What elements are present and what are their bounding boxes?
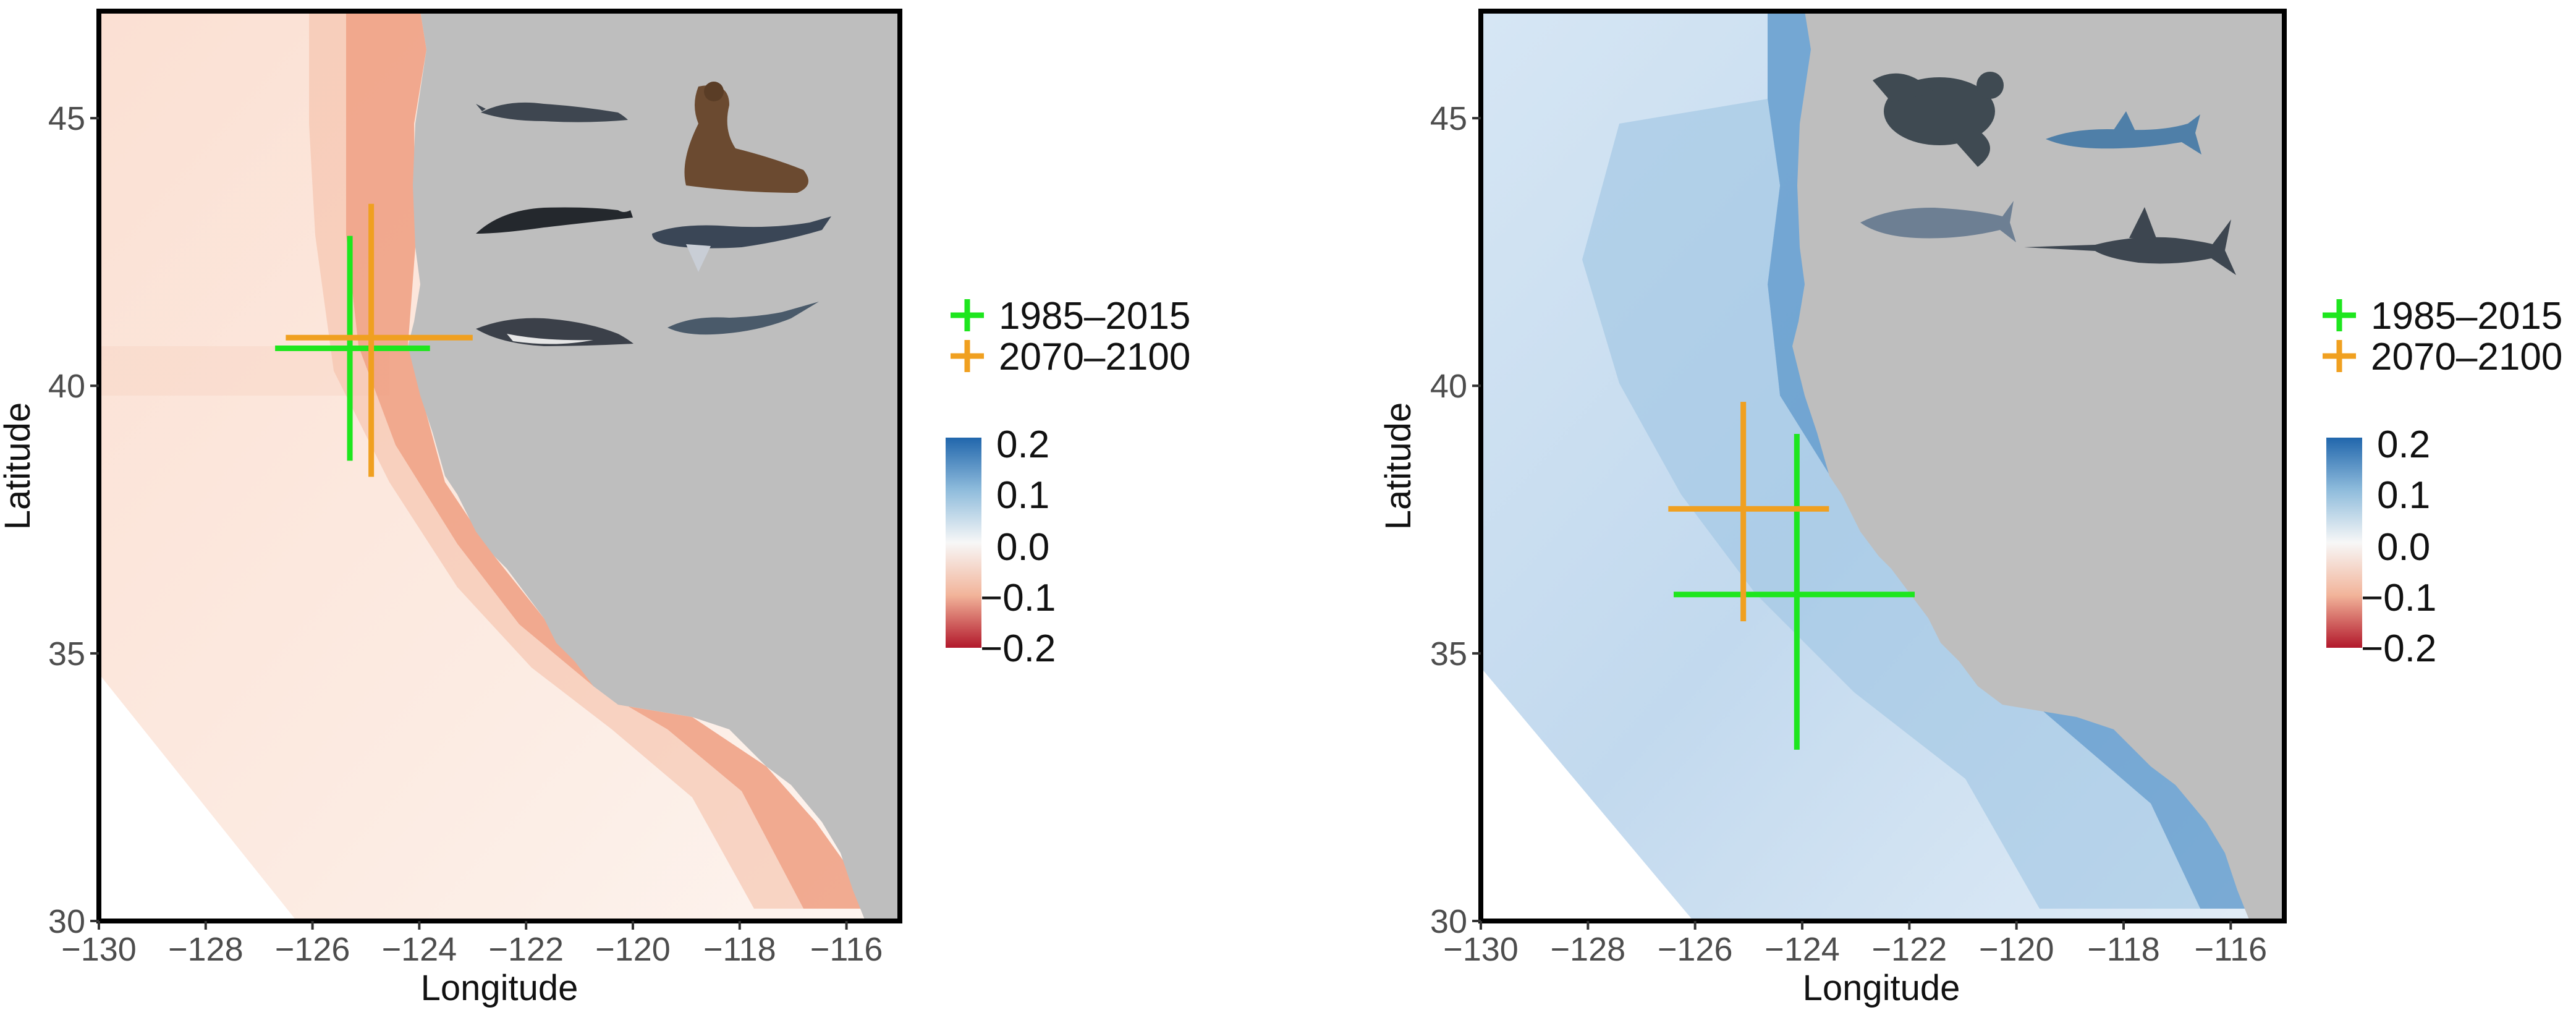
fin-whale-icon: [476, 102, 628, 122]
dolphin-icon: [1860, 201, 2016, 242]
legend-label: 1985–2015: [999, 295, 1190, 337]
x-tick-label: −124: [382, 931, 457, 968]
x-tick-label: −118: [2087, 931, 2160, 968]
colorbar-label: 0.1: [2377, 474, 2430, 517]
colorbar-label: 0.0: [2377, 526, 2430, 569]
y-tick-labels: 30 35 40 45: [1430, 100, 1481, 940]
x-tick-label: −124: [1765, 931, 1840, 968]
silhouette-group: [476, 82, 831, 346]
x-axis-title: Longitude: [421, 968, 578, 1008]
legend-left: 1985–2015 2070–2100: [951, 295, 1190, 378]
y-tick-label: 35: [48, 635, 85, 673]
legend-label: 2070–2100: [2371, 336, 2562, 378]
legend-item-2070-2100: 2070–2100: [951, 336, 1190, 378]
legend-label: 1985–2015: [2371, 295, 2562, 337]
axes-left: Longitude Latitude −130 −128 −126 −124 −122−…: [0, 100, 883, 1008]
x-tick-label: −126: [1658, 931, 1733, 968]
y-tick-labels: 30 35 40 45: [48, 100, 99, 940]
axes-right: Longitude Latitude −130 −128 −126 −124 −122−…: [1378, 100, 2267, 1008]
colorbar-label: 0.0: [996, 526, 1049, 569]
blue-shark-icon: [2046, 111, 2201, 155]
map-panel-right: [1478, 9, 2287, 923]
y-tick-label: 40: [1430, 368, 1467, 405]
map-panel-left: [96, 9, 902, 923]
colorbar-ramp: [2326, 438, 2362, 648]
dolphin-icon: [476, 318, 633, 346]
legend-item-1985-2015: 1985–2015: [2323, 295, 2562, 337]
crosshair-layer: [275, 203, 473, 477]
colorbar-label: −0.1: [980, 577, 1056, 619]
x-tick-label: −122: [488, 931, 564, 968]
x-axis-title: Longitude: [1803, 968, 1960, 1008]
swordfish-icon: [2024, 207, 2236, 275]
humpback-whale-icon: [652, 216, 831, 272]
legend-label: 2070–2100: [999, 336, 1190, 378]
x-tick-label: −130: [1443, 931, 1519, 968]
y-tick-label: 45: [1430, 100, 1467, 137]
x-tick-labels: −130 −128 −126 −124 −122 −120 −118 −116: [61, 921, 883, 968]
x-tick-labels: −130 −128 −126 −124 −122 −120 −118 −116: [1443, 921, 2267, 968]
crosshair-1985-2015: [275, 236, 430, 461]
y-tick-label: 30: [1430, 903, 1467, 940]
colorbar-ramp: [946, 438, 981, 648]
colorbar-label: −0.2: [2361, 627, 2436, 670]
x-tick-label: −116: [810, 931, 883, 968]
colorbar-left: 0.2 0.1 0.0 −0.1 −0.2: [946, 423, 1056, 670]
y-axis-title: Latitude: [0, 402, 38, 530]
x-tick-label: −126: [275, 931, 350, 968]
colorbar-right: 0.2 0.1 0.0 −0.1 −0.2: [2326, 423, 2436, 670]
leatherback-turtle-icon: [1873, 72, 2004, 167]
map-frame: [1478, 9, 2287, 923]
crosshair-layer: [1668, 402, 1915, 750]
x-tick-label: −128: [1551, 931, 1626, 968]
y-tick-label: 30: [48, 903, 85, 940]
colorbar-label: 0.2: [2377, 423, 2430, 466]
x-tick-label: −120: [1979, 931, 2054, 968]
x-tick-label: −118: [703, 931, 776, 968]
y-tick-label: 45: [48, 100, 85, 137]
x-tick-label: −116: [2195, 931, 2268, 968]
colorbar-label: −0.2: [980, 627, 1056, 670]
x-tick-label: −122: [1872, 931, 1947, 968]
y-tick-label: 35: [1430, 635, 1467, 673]
crosshair-2070-2100: [1668, 402, 1829, 622]
colorbar-label: 0.1: [996, 474, 1049, 517]
map-frame: [96, 9, 902, 923]
y-axis-title: Latitude: [1378, 402, 1418, 530]
colorbar-label: 0.2: [996, 423, 1049, 466]
silhouette-group: [1860, 72, 2236, 275]
right-whale-icon: [476, 207, 633, 234]
thresher-shark-icon: [667, 302, 819, 335]
crosshair-1985-2015: [1674, 434, 1915, 750]
legend-item-1985-2015: 1985–2015: [951, 295, 1190, 337]
sea-lion-icon: [684, 82, 808, 193]
legend-right: 1985–2015 2070–2100: [2323, 295, 2562, 378]
colorbar-label: −0.1: [2361, 577, 2436, 619]
x-tick-label: −120: [595, 931, 671, 968]
crosshair-2070-2100: [286, 203, 473, 477]
x-tick-label: −130: [61, 931, 137, 968]
legend-item-2070-2100: 2070–2100: [2323, 336, 2562, 378]
y-tick-label: 40: [48, 368, 85, 405]
x-tick-label: −128: [168, 931, 244, 968]
